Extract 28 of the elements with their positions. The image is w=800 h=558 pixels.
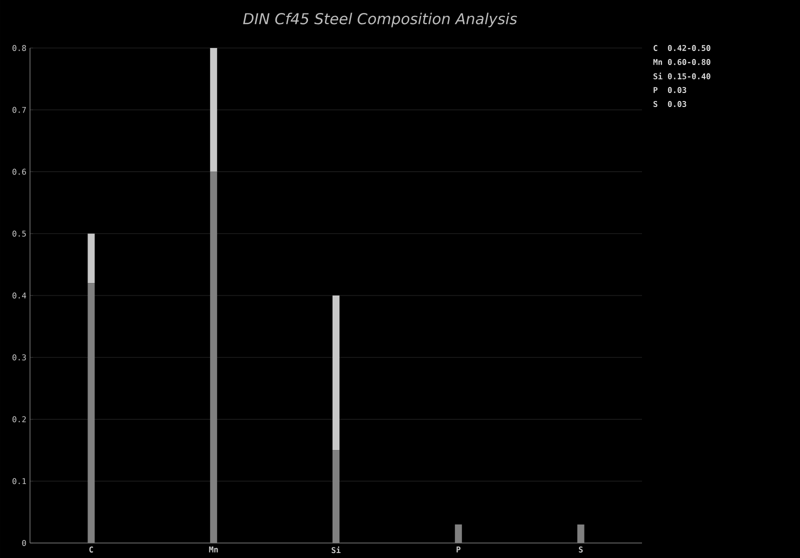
y-tick-label: 0.7 xyxy=(12,106,26,113)
text: Si 0.15-0.40 xyxy=(654,72,710,80)
y-tick-label: 0.6 xyxy=(12,168,26,175)
x-tick-label: Si xyxy=(332,546,341,554)
text: Mn 0.60-0.80 xyxy=(653,58,710,66)
x-tick-label: P xyxy=(456,546,460,552)
bar xyxy=(88,283,95,543)
text: C 0.42-0.50 xyxy=(654,44,710,52)
y-tick-label: 0 xyxy=(22,540,26,546)
text: S 0.03 xyxy=(654,100,686,108)
x-tick-label: Mn xyxy=(209,546,218,552)
y-tick-label: 0.5 xyxy=(12,230,26,237)
text: P 0.03 xyxy=(654,86,686,94)
bar xyxy=(88,234,95,284)
bar xyxy=(210,172,218,543)
bar xyxy=(577,524,584,543)
bar xyxy=(454,524,462,543)
bar xyxy=(332,450,340,543)
bar xyxy=(210,48,218,172)
y-tick-label: 0.2 xyxy=(12,416,26,422)
chart-title: DIN Cf45 Steel Composition Analysis xyxy=(243,12,517,28)
y-tick-label: 0.3 xyxy=(12,354,26,360)
y-tick-label: 0.4 xyxy=(12,292,26,299)
y-tick-label: 0.1 xyxy=(12,478,26,484)
bar xyxy=(332,296,340,450)
x-tick-label: C xyxy=(89,546,94,553)
y-tick-label: 0.8 xyxy=(12,44,26,52)
x-tick-label: S xyxy=(578,546,583,553)
